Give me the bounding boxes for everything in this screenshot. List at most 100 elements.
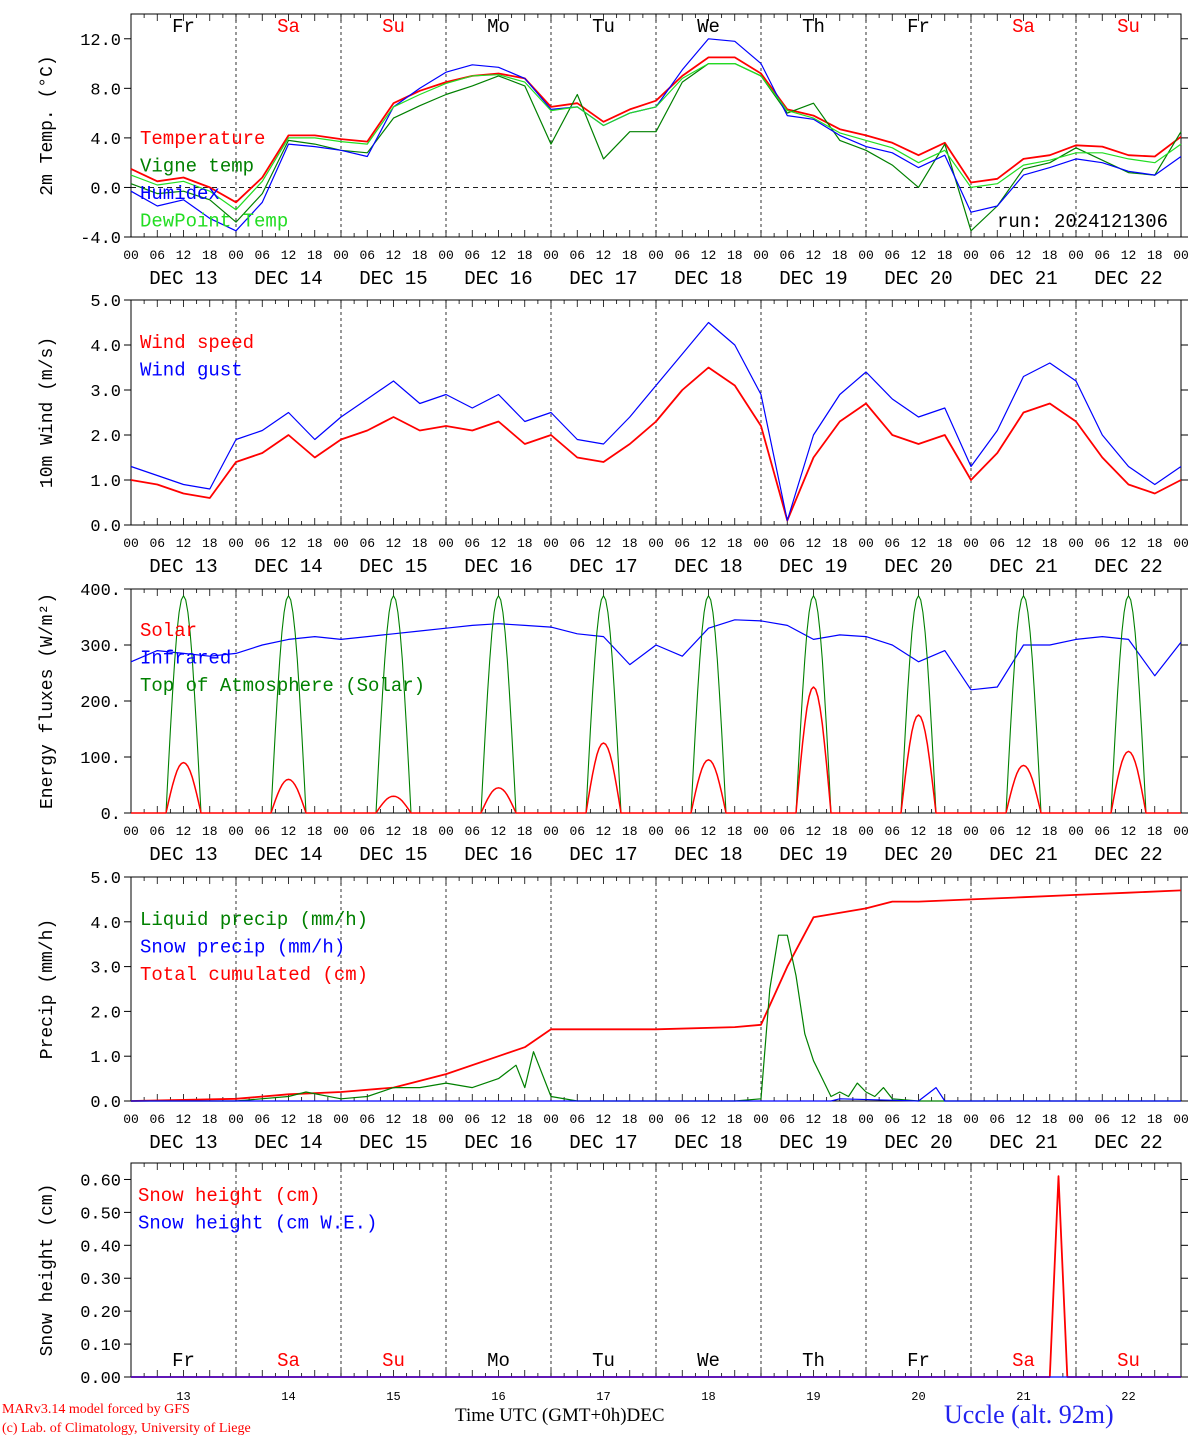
legend-entry: Solar — [140, 620, 197, 642]
x-hour-label: 00 — [438, 1112, 454, 1127]
x-hour-label: 12 — [386, 1112, 402, 1127]
x-hour-label: 18 — [202, 824, 218, 839]
model-credit: MARv3.14 model forced by GFS (c) Lab. of… — [2, 1400, 251, 1438]
x-date-label: DEC 17 — [569, 1132, 637, 1154]
x-hour-label: 12 — [491, 824, 507, 839]
x-hour-label: 00 — [1068, 1112, 1084, 1127]
x-hour-label: 18 — [727, 248, 743, 263]
x-date-label: DEC 20 — [884, 556, 952, 578]
x-hour-label: 12 — [1016, 1112, 1032, 1127]
series-solar — [1076, 750, 1181, 814]
panel-1 — [124, 13, 1188, 238]
series-dewpoint-temp — [130, 63, 1182, 211]
legend-entry: Liquid precip (mm/h) — [140, 909, 368, 931]
x-hour-label: 00 — [228, 824, 244, 839]
x-date-label: DEC 16 — [464, 268, 532, 290]
x-hour-label: 12 — [281, 1112, 297, 1127]
x-hour-label: 12 — [806, 248, 822, 263]
x-hour-label: 06 — [149, 1112, 165, 1127]
x-hour-label: 06 — [779, 248, 795, 263]
x-axis-label: Time UTC (GMT+0h) — [455, 1405, 627, 1426]
series-vigne-temp — [130, 63, 1182, 232]
x-hour-label: 00 — [228, 1112, 244, 1127]
weekday-label: Tu — [592, 1350, 615, 1372]
x-hour-label: 00 — [543, 1112, 559, 1127]
x-hour-label: 12 — [1016, 536, 1032, 551]
x-hour-label: 00 — [333, 1112, 349, 1127]
x-hour-label: 12 — [386, 248, 402, 263]
x-hour-label: 00 — [123, 1112, 139, 1127]
x-hour-label: 06 — [464, 248, 480, 263]
weekday-label: Sa — [277, 16, 300, 38]
x-hour-label: 12 — [386, 824, 402, 839]
weekday-label: Mo — [487, 16, 510, 38]
y-tick-label: 3.0 — [90, 960, 121, 979]
x-date-label: DEC 18 — [674, 556, 742, 578]
x-hour-label: 18 — [307, 536, 323, 551]
x-hour-label: 00 — [648, 248, 664, 263]
weekday-label: Th — [802, 1350, 825, 1372]
x-hour-label: 12 — [1016, 824, 1032, 839]
x-date-label: DEC 18 — [674, 1132, 742, 1154]
series-solar — [446, 787, 551, 814]
x-hour-label: 06 — [569, 536, 585, 551]
y-tick-label: 2.0 — [90, 1004, 121, 1023]
series-top-of-atmosphere-solar — [551, 595, 656, 814]
x-hour-label: 12 — [491, 248, 507, 263]
x-hour-label: 12 — [176, 1112, 192, 1127]
x-hour-label: 06 — [989, 824, 1005, 839]
x-hour-label: 18 — [832, 1112, 848, 1127]
x-hour-label: 06 — [674, 1112, 690, 1127]
x-hour-label: 00 — [648, 1112, 664, 1127]
x-hour-label: 00 — [438, 536, 454, 551]
day-number-label: 21 — [1016, 1390, 1030, 1404]
x-hour-label: 12 — [596, 824, 612, 839]
x-hour-label: 12 — [1121, 1112, 1137, 1127]
x-hour-label: 18 — [832, 824, 848, 839]
panel-5 — [124, 1162, 1188, 1378]
series-top-of-atmosphere-solar — [1076, 595, 1181, 814]
x-hour-label: 18 — [1147, 536, 1163, 551]
x-hour-label: 00 — [228, 248, 244, 263]
x-hour-label: 12 — [911, 536, 927, 551]
x-hour-label: 18 — [307, 248, 323, 263]
x-axis-title: Time UTC (GMT+0h)DEC — [455, 1405, 665, 1427]
x-hour-label: 06 — [1094, 536, 1110, 551]
y-tick-label: 1.0 — [90, 1049, 121, 1068]
series-top-of-atmosphere-solar — [761, 595, 866, 814]
x-hour-label: 00 — [858, 1112, 874, 1127]
x-hour-label: 06 — [359, 1112, 375, 1127]
y-axis-label: Snow height (cm) — [38, 1184, 58, 1357]
y-tick-label: 4.0 — [90, 915, 121, 934]
y-tick-label: 12.0 — [80, 32, 121, 51]
x-hour-label: 18 — [307, 824, 323, 839]
y-tick-label: 0. — [101, 806, 121, 825]
x-hour-label: 00 — [438, 248, 454, 263]
day-number-label: 17 — [596, 1390, 610, 1404]
x-hour-label: 18 — [202, 248, 218, 263]
x-hour-label: 18 — [1042, 536, 1058, 551]
series-infrared — [130, 619, 1182, 691]
x-hour-label: 06 — [884, 1112, 900, 1127]
x-hour-label: 12 — [1121, 536, 1137, 551]
y-tick-label: 200. — [80, 694, 121, 713]
x-date-label: DEC 20 — [884, 1132, 952, 1154]
x-hour-label: 00 — [753, 248, 769, 263]
x-hour-label: 12 — [701, 824, 717, 839]
weekday-label: Fr — [172, 1350, 195, 1372]
y-tick-label: 0.0 — [90, 180, 121, 199]
x-date-label: DEC 15 — [359, 268, 427, 290]
day-number-label: 13 — [176, 1390, 190, 1404]
series-solar — [761, 686, 866, 814]
series-top-of-atmosphere-solar — [131, 595, 236, 814]
weekday-label: Su — [382, 16, 405, 38]
x-date-label: DEC 13 — [149, 1132, 217, 1154]
x-hour-label: 00 — [333, 824, 349, 839]
panel-frame — [130, 13, 1182, 238]
x-date-label: DEC 16 — [464, 844, 532, 866]
panel-2 — [124, 299, 1188, 526]
day-number-label: 15 — [386, 1390, 400, 1404]
x-hour-label: 06 — [254, 824, 270, 839]
x-hour-label: 00 — [333, 248, 349, 263]
